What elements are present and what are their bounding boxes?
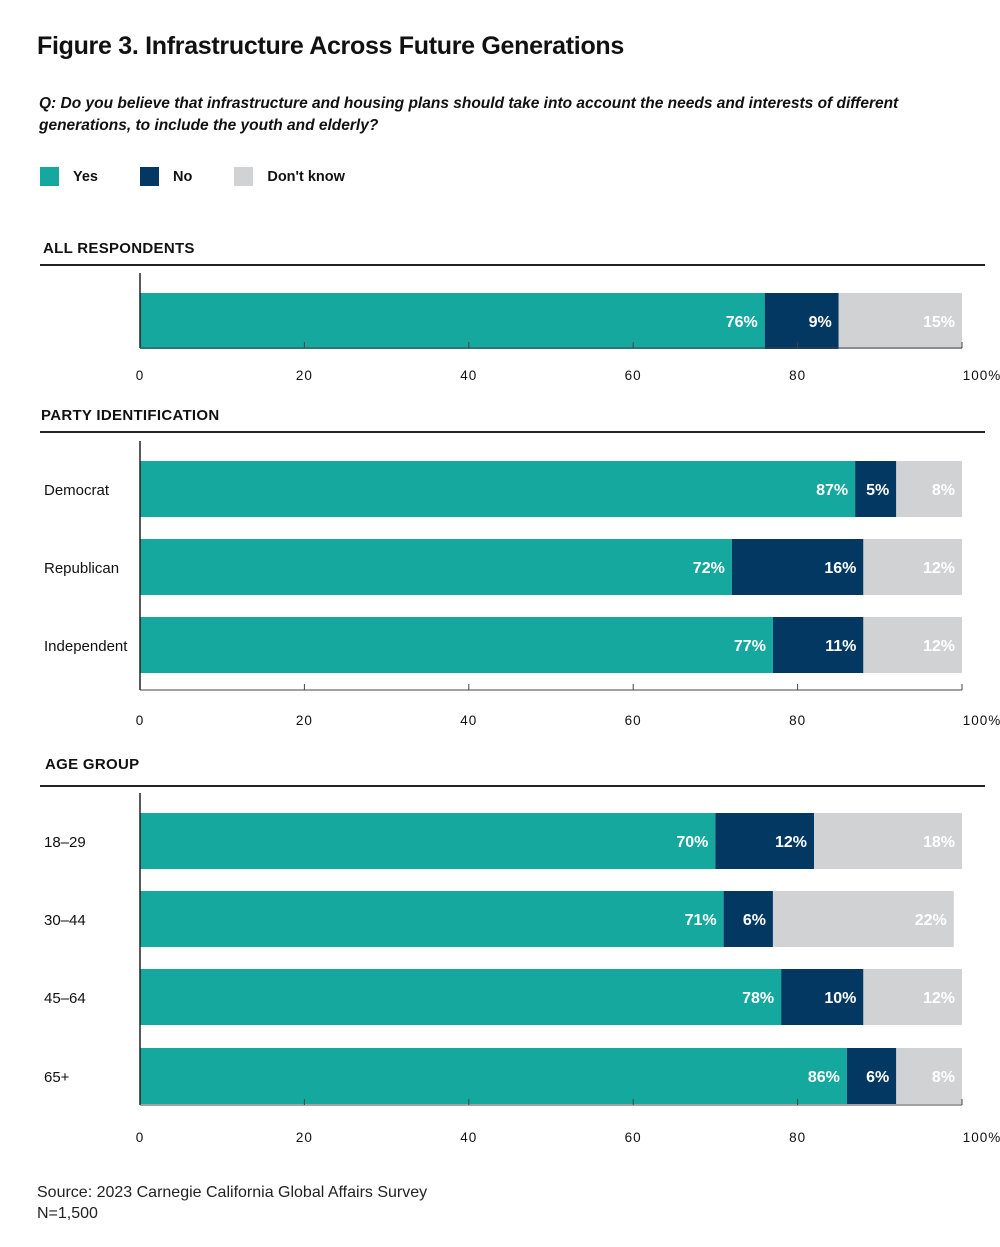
data-label: 18% — [923, 834, 955, 851]
bar-segment-no — [772, 617, 864, 673]
category-label: 45–64 — [44, 990, 86, 1007]
x-tick-label: 80 — [789, 368, 806, 383]
category-label: 65+ — [44, 1069, 70, 1086]
x-tick-label: 80 — [789, 1130, 806, 1145]
legend: Yes No Don't know — [40, 167, 387, 186]
category-label: 18–29 — [44, 834, 86, 851]
x-tick-label: 40 — [460, 713, 477, 728]
bar-segment-don-t-know — [896, 461, 962, 517]
data-label: 11% — [825, 638, 856, 655]
bar-segment-no — [781, 969, 864, 1025]
x-tick-label: 100% — [963, 713, 1000, 728]
source-note: Source: 2023 Carnegie California Global … — [37, 1184, 428, 1201]
section-title-party: PARTY IDENTIFICATION — [41, 407, 220, 424]
legend-swatch-no — [140, 167, 159, 186]
legend-label-dont-know: Don't know — [267, 168, 345, 185]
data-label: 71% — [685, 912, 717, 929]
bar-segment-don-t-know — [863, 539, 962, 595]
data-label: 86% — [808, 1069, 840, 1086]
x-tick-label: 60 — [625, 713, 642, 728]
survey-question: Q: Do you believe that infrastructure an… — [39, 95, 899, 134]
bar-segment-yes — [140, 617, 773, 673]
x-tick-label: 20 — [296, 368, 313, 383]
data-label: 70% — [676, 834, 708, 851]
data-label: 9% — [809, 314, 832, 331]
legend-item-no: No — [140, 167, 192, 186]
bar-segment-yes — [140, 461, 856, 517]
bar-segment-no — [731, 539, 864, 595]
bar-segment-no — [715, 813, 815, 869]
bar-segment-don-t-know — [838, 293, 962, 349]
section-divider — [40, 785, 985, 787]
x-tick-label: 0 — [136, 713, 145, 728]
x-tick-label: 40 — [460, 1130, 477, 1145]
bar-segment-don-t-know — [863, 617, 962, 673]
legend-item-dont-know: Don't know — [234, 167, 345, 186]
bar-segment-yes — [140, 1048, 847, 1104]
category-label: 30–44 — [44, 912, 86, 929]
bar-segment-no — [846, 1048, 897, 1104]
bar-segment-yes — [140, 293, 765, 349]
legend-label-no: No — [173, 168, 193, 185]
data-label: 76% — [726, 314, 758, 331]
legend-swatch-yes — [40, 167, 59, 186]
bar-segment-yes — [140, 969, 782, 1025]
data-label: 12% — [923, 638, 955, 655]
data-label: 8% — [932, 482, 955, 499]
x-tick-label: 40 — [460, 368, 477, 383]
x-tick-label: 20 — [296, 1130, 313, 1145]
legend-item-yes: Yes — [40, 167, 98, 186]
x-tick-label: 100% — [963, 368, 1000, 383]
data-label: 10% — [824, 990, 856, 1007]
data-label: 87% — [816, 482, 848, 499]
data-label: 78% — [742, 990, 774, 1007]
bar-segment-don-t-know — [896, 1048, 962, 1104]
data-label: 16% — [824, 560, 856, 577]
x-tick-label: 60 — [625, 1130, 642, 1145]
footer: Source: 2023 Carnegie California Global … — [37, 1182, 427, 1224]
data-label: 6% — [743, 912, 766, 929]
section-divider — [40, 264, 985, 266]
data-label: 8% — [932, 1069, 955, 1086]
x-tick-label: 100% — [963, 1130, 1000, 1145]
data-label: 77% — [734, 638, 766, 655]
bar-segment-don-t-know — [863, 969, 962, 1025]
bar-segment-yes — [140, 891, 724, 947]
data-label: 12% — [923, 560, 955, 577]
x-tick-label: 0 — [136, 368, 145, 383]
data-label: 22% — [915, 912, 947, 929]
sample-size: N=1,500 — [37, 1205, 98, 1222]
section-divider — [40, 431, 985, 433]
bar-segment-don-t-know — [814, 813, 962, 869]
bar-segment-yes — [140, 539, 732, 595]
bar-segment-yes — [140, 813, 716, 869]
data-label: 72% — [693, 560, 725, 577]
data-label: 12% — [775, 834, 807, 851]
bar-segment-don-t-know — [772, 891, 954, 947]
legend-swatch-dont-know — [234, 167, 254, 186]
category-label: Democrat — [44, 482, 110, 499]
figure-title: Figure 3. Infrastructure Across Future G… — [37, 32, 624, 60]
x-tick-label: 80 — [789, 713, 806, 728]
section-title-all: ALL RESPONDENTS — [43, 240, 195, 257]
category-label: Independent — [44, 638, 128, 655]
data-label: 6% — [866, 1069, 889, 1086]
data-label: 15% — [923, 314, 955, 331]
data-label: 12% — [923, 990, 955, 1007]
category-label: Republican — [44, 560, 119, 577]
bar-segment-no — [855, 461, 897, 517]
bar-segment-no — [723, 891, 773, 947]
x-tick-label: 20 — [296, 713, 313, 728]
legend-label-yes: Yes — [73, 168, 98, 185]
section-title-age: AGE GROUP — [45, 756, 140, 773]
x-tick-label: 0 — [136, 1130, 145, 1145]
data-label: 5% — [866, 482, 889, 499]
bar-segment-no — [764, 293, 839, 349]
x-tick-label: 60 — [625, 368, 642, 383]
